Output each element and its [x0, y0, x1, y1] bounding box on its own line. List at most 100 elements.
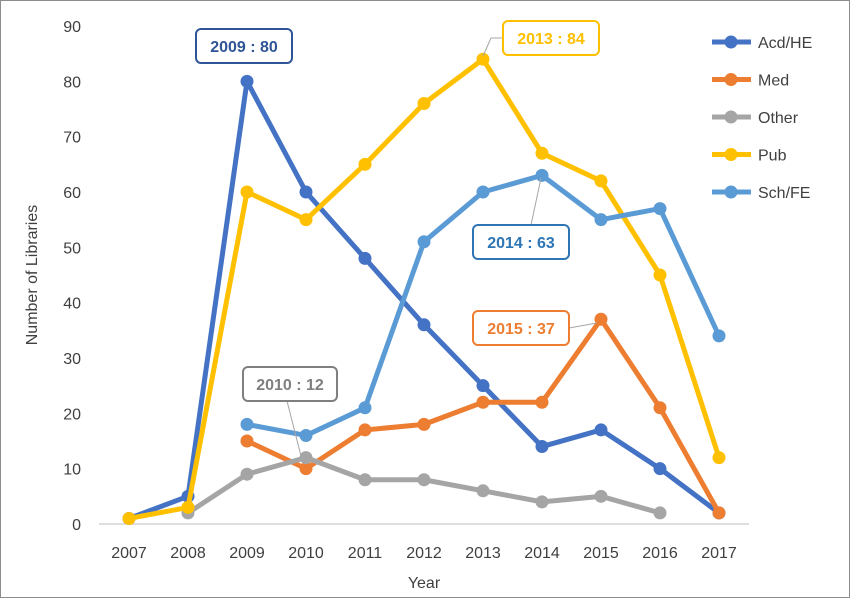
legend-label: Pub: [758, 148, 787, 165]
y-tick-label: 40: [63, 296, 81, 313]
data-point-sch-fe: [653, 202, 667, 216]
data-point-pub: [240, 185, 254, 199]
callout-box: [472, 224, 570, 260]
callout-label: 2015 : 37: [487, 321, 555, 338]
data-point-sch-fe: [417, 235, 431, 249]
data-point-sch-fe: [594, 213, 608, 227]
x-tick-label: 2007: [111, 545, 147, 562]
data-point-other: [594, 489, 608, 503]
y-tick-label: 80: [63, 74, 81, 91]
x-tick-label: 2013: [465, 545, 501, 562]
x-axis-title: Year: [408, 575, 441, 592]
data-point-other: [476, 484, 490, 498]
data-point-med: [358, 423, 372, 437]
callout-leader-line: [568, 322, 598, 329]
data-point-med: [299, 462, 313, 476]
x-tick-label: 2008: [170, 545, 206, 562]
legend-marker: [724, 185, 738, 199]
data-point-acd-he: [535, 440, 549, 454]
callout-label: 2009 : 80: [210, 39, 278, 56]
series-pub: [122, 52, 726, 525]
callout-leader-line: [286, 400, 302, 457]
legend-label: Other: [758, 110, 799, 127]
series-other: [181, 451, 667, 520]
data-point-other: [240, 467, 254, 481]
data-point-other: [535, 495, 549, 509]
legend-item-med: Med: [712, 73, 789, 90]
data-point-acd-he: [476, 379, 490, 393]
data-point-med: [653, 401, 667, 415]
series-med: [240, 312, 726, 520]
y-tick-label: 0: [72, 517, 81, 534]
y-tick-label: 30: [63, 351, 81, 368]
data-point-acd-he: [417, 318, 431, 332]
y-tick-label: 90: [63, 19, 81, 36]
data-point-acd-he: [299, 185, 313, 199]
callout-label: 2010 : 12: [256, 377, 324, 394]
legend-label: Med: [758, 73, 789, 90]
data-point-pub: [712, 451, 726, 465]
data-point-other: [653, 506, 667, 520]
series-sch-fe: [240, 168, 726, 442]
callout-label: 2014 : 63: [487, 235, 555, 252]
callout-box: [472, 310, 570, 346]
x-tick-label: 2010: [288, 545, 324, 562]
data-point-acd-he: [594, 423, 608, 437]
series-line-med: [244, 316, 722, 516]
data-point-pub: [417, 96, 431, 110]
data-point-pub: [181, 500, 195, 514]
data-point-sch-fe: [535, 168, 549, 182]
data-point-pub: [299, 213, 313, 227]
data-point-pub: [476, 52, 490, 66]
callout-leader-line: [482, 37, 503, 57]
callouts: 2009 : 80 2013 : 84 2014 : 63 2015 : 37 2010…: [195, 20, 600, 457]
data-point-sch-fe: [240, 417, 254, 431]
x-tick-label: 2012: [406, 545, 442, 562]
series-layer: [122, 52, 726, 525]
x-tick-label: 2016: [642, 545, 678, 562]
series-acd-he: [122, 74, 726, 525]
data-point-sch-fe: [299, 428, 313, 442]
data-point-pub: [535, 146, 549, 160]
legend-item-pub: Pub: [712, 148, 787, 165]
y-axis-ticks: 0 10 20 30 40 50 60 70 80 90: [63, 19, 81, 534]
callout-leader-line: [530, 177, 542, 226]
data-point-pub: [358, 157, 372, 171]
callout-2015-37: 2015 : 37: [472, 310, 598, 346]
y-tick-label: 60: [63, 185, 81, 202]
data-point-other: [299, 451, 313, 465]
y-tick-label: 10: [63, 462, 81, 479]
data-point-pub: [594, 174, 608, 188]
legend-marker: [724, 110, 738, 124]
data-point-med: [417, 417, 431, 431]
data-point-acd-he: [358, 251, 372, 265]
x-tick-label: 2015: [583, 545, 619, 562]
x-tick-label: 2009: [229, 545, 265, 562]
data-point-other: [358, 473, 372, 487]
legend-marker: [724, 73, 738, 86]
callout-box: [195, 28, 293, 64]
callout-box: [502, 20, 600, 56]
data-point-sch-fe: [712, 329, 726, 343]
y-tick-label: 50: [63, 240, 81, 257]
legend-marker: [724, 148, 738, 161]
legend-marker: [724, 35, 738, 49]
legend-item-other: Other: [712, 110, 799, 127]
callout-label: 2013 : 84: [517, 31, 585, 48]
y-tick-label: 70: [63, 130, 81, 147]
y-tick-label: 20: [63, 406, 81, 423]
data-point-acd-he: [240, 74, 254, 88]
y-axis-title: Number of Libraries: [24, 205, 41, 346]
x-tick-label: 2017: [701, 545, 737, 562]
x-tick-label: 2014: [524, 545, 560, 562]
data-point-other: [417, 473, 431, 487]
data-point-med: [594, 312, 608, 326]
callout-box: [242, 366, 338, 402]
callout-2010-12: 2010 : 12: [242, 366, 338, 457]
data-point-med: [476, 395, 490, 409]
data-point-pub: [122, 511, 136, 525]
data-point-sch-fe: [476, 185, 490, 199]
callout-2009-80: 2009 : 80: [195, 28, 293, 64]
